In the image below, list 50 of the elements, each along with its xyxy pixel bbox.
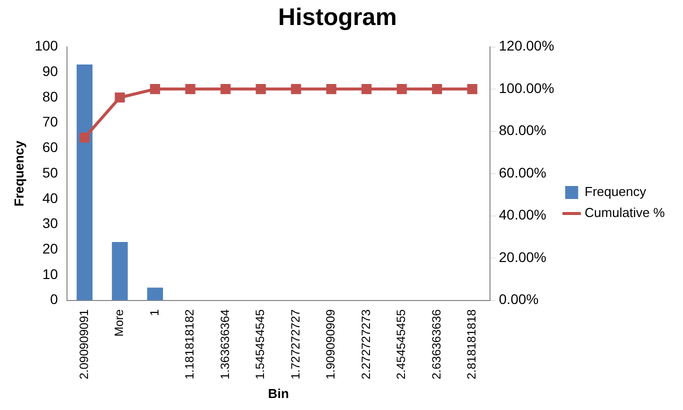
y-tick-label: 80 [42, 88, 58, 104]
y-tick-label: 0 [50, 291, 58, 308]
y2-tick-label: 100.00% [498, 80, 554, 96]
bar [147, 288, 163, 300]
x-tick-label: 1.363636364 [218, 309, 232, 380]
point [256, 84, 266, 94]
x-tick-label: 2.636363636 [429, 309, 444, 380]
x-tick-label: More [112, 309, 126, 337]
point [220, 84, 231, 94]
y2-tick-label: 20.00% [498, 248, 546, 265]
point [432, 84, 442, 94]
y-tick-label: 100 [34, 38, 58, 54]
x-tick-label: 2.818181818 [464, 309, 479, 380]
y-tick-label: 90 [42, 63, 58, 80]
x-tick-label: 1 [147, 309, 162, 316]
x-tick-label: 1.181818182 [182, 309, 197, 380]
point [362, 84, 372, 94]
point [326, 84, 336, 94]
x-axis-title: Bin [268, 386, 289, 401]
point [185, 84, 196, 94]
y-axis-title: Frequency [11, 140, 26, 206]
x-tick-label: 2.454545455 [394, 309, 408, 380]
y-tick-label: 50 [42, 164, 58, 180]
y2-tick-label: 0.00% [498, 291, 539, 308]
point [150, 84, 160, 94]
x-tick-label: 2.090909091 [76, 309, 91, 380]
x-tick-label: 1.909090909 [324, 309, 338, 380]
x-tick-label: 1.545454545 [253, 309, 268, 380]
chart-title: Histogram [278, 4, 397, 32]
y-tick-label: 70 [42, 114, 58, 130]
point [291, 84, 302, 94]
y2-tick-label: 80.00% [498, 122, 546, 138]
point [80, 132, 90, 143]
legend-label: Cumulative % [584, 205, 666, 220]
y-tick-label: 40 [42, 190, 58, 206]
bar [76, 64, 93, 300]
y2-tick-label: 40.00% [498, 206, 546, 223]
legend-label: Frequency [584, 184, 647, 200]
point [467, 84, 478, 94]
y-tick-label: 60 [42, 139, 58, 156]
y-tick-label: 10 [42, 266, 58, 282]
x-tick-label: 1.727272727 [288, 309, 302, 380]
y2-tick-label: 60.00% [498, 164, 546, 180]
x-tick-label: 2.272727273 [358, 309, 373, 380]
point [396, 84, 407, 94]
y-tick-label: 30 [42, 215, 58, 232]
point [114, 92, 125, 103]
bar [112, 242, 128, 300]
y2-tick-label: 120.00% [498, 38, 554, 54]
y-tick-label: 20 [42, 240, 58, 256]
